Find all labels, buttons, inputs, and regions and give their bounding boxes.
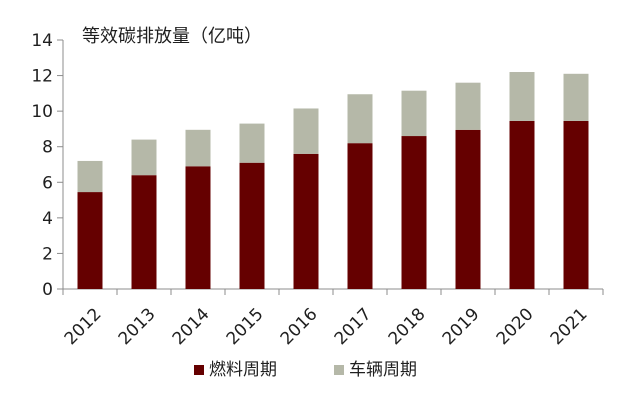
bar-segment-vehicle-cycle (131, 139, 157, 176)
x-tick-label: 2018 (385, 304, 430, 349)
y-tick-label: 8 (42, 138, 53, 158)
legend-vehicle-cycle-marker (334, 365, 344, 375)
x-tick-label: 2013 (115, 304, 160, 349)
x-tick-label: 2021 (547, 304, 592, 349)
x-tick-label: 2014 (169, 304, 214, 349)
bar-segment-vehicle-cycle (239, 123, 265, 163)
x-tick-label: 2015 (223, 304, 268, 349)
bar-segment-vehicle-cycle (293, 108, 319, 154)
bar-segment-fuel-cycle (509, 120, 535, 289)
bar-segment-fuel-cycle (185, 166, 211, 289)
x-tick-label: 2016 (277, 304, 322, 349)
bar-segment-fuel-cycle (293, 153, 319, 289)
bar-segment-vehicle-cycle (185, 129, 211, 167)
y-tick-label: 12 (31, 67, 53, 87)
y-tick-label: 10 (31, 102, 53, 122)
y-tick-label: 4 (42, 209, 53, 229)
bar-segment-vehicle-cycle (401, 90, 427, 137)
y-tick-label: 6 (42, 173, 53, 193)
bar-segment-fuel-cycle (563, 120, 589, 289)
bar-segment-vehicle-cycle (347, 94, 373, 144)
bar-segment-vehicle-cycle (509, 72, 535, 121)
bar-segment-fuel-cycle (455, 129, 481, 289)
y-tick-label: 14 (31, 31, 53, 51)
bar-segment-vehicle-cycle (563, 73, 589, 121)
x-tick-label: 2020 (493, 304, 538, 349)
y-tick-label: 2 (42, 244, 53, 264)
y-tick-label: 0 (42, 280, 53, 300)
legend-fuel-cycle-marker (194, 365, 204, 375)
bar-segment-fuel-cycle (131, 175, 157, 289)
bar-segment-fuel-cycle (239, 162, 265, 289)
bar-segment-fuel-cycle (347, 143, 373, 289)
legend-layer: 燃料周期 车辆周期 (194, 360, 417, 380)
bars-layer (77, 72, 589, 289)
bar-segment-fuel-cycle (401, 136, 427, 289)
legend-vehicle-cycle-label: 车辆周期 (349, 360, 417, 380)
bar-segment-vehicle-cycle (77, 160, 103, 193)
x-tick-label: 2019 (439, 304, 484, 349)
chart-title: 等效碳排放量（亿吨） (82, 26, 262, 47)
legend-fuel-cycle-label: 燃料周期 (209, 360, 277, 380)
bar-segment-vehicle-cycle (455, 82, 481, 130)
x-tick-label: 2017 (331, 304, 376, 349)
x-tick-label: 2012 (61, 304, 106, 349)
bar-segment-fuel-cycle (77, 192, 103, 289)
